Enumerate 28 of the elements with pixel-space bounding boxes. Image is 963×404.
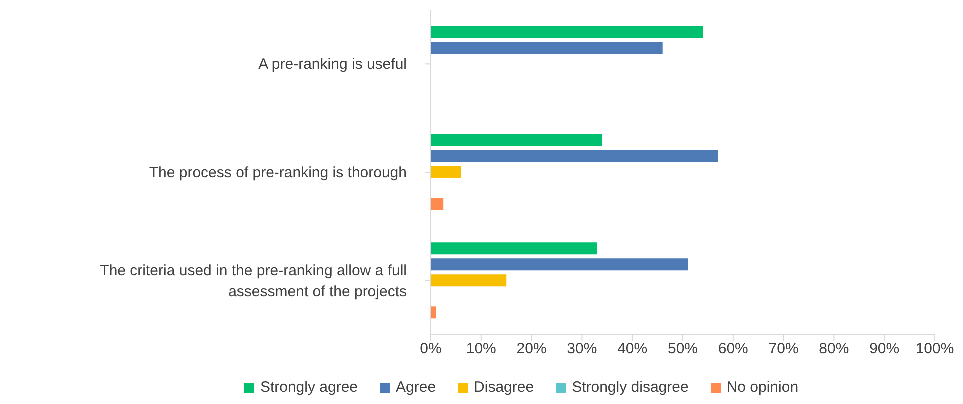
x-tick-label: 100% xyxy=(916,340,954,358)
legend-label: Agree xyxy=(395,379,436,396)
x-tick-label: 20% xyxy=(516,340,547,358)
legend-label: Strongly agree xyxy=(259,379,358,396)
x-tick-label: 50% xyxy=(668,340,698,358)
bar xyxy=(431,42,663,54)
y-tick-label: A pre-ranking is useful xyxy=(258,56,407,74)
bar xyxy=(431,274,507,287)
x-tick-label: 70% xyxy=(768,340,799,358)
x-tick-label: 30% xyxy=(567,340,598,358)
x-tick-label: 10% xyxy=(466,340,496,358)
bar xyxy=(431,26,704,38)
y-tick-label: The process of pre-ranking is thorough xyxy=(149,164,407,182)
x-tick-label: 40% xyxy=(618,340,648,358)
y-tick-label: The criteria used in the pre-ranking allow a full assessment of the projects xyxy=(100,262,407,300)
x-tick-label: 80% xyxy=(819,340,850,358)
bar xyxy=(431,198,444,210)
x-tick-label: 90% xyxy=(870,340,900,358)
bar xyxy=(431,150,718,162)
x-tick-label: 60% xyxy=(718,340,748,358)
legend-label: Disagree xyxy=(473,379,534,396)
legend-label: No opinion xyxy=(726,379,799,396)
legend-label: Strongly disagree xyxy=(571,379,689,396)
bar xyxy=(431,166,462,178)
bar xyxy=(431,242,598,255)
bar xyxy=(431,134,602,146)
bar xyxy=(431,258,688,271)
x-tick-label: 0% xyxy=(420,340,442,358)
